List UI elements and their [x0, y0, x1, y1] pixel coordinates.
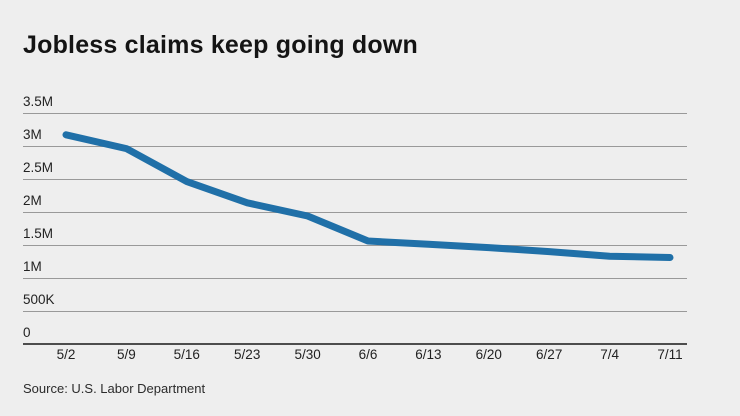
- gridline: [23, 179, 687, 180]
- gridline: [23, 113, 687, 114]
- x-tick-label: 6/20: [475, 347, 502, 362]
- y-tick-label: 2.5M: [23, 160, 54, 175]
- y-tick-label: 1.5M: [23, 226, 54, 241]
- y-tick-label: 0: [23, 325, 31, 340]
- x-tick-label: 5/9: [117, 347, 136, 362]
- y-tick-label: 2M: [23, 193, 42, 208]
- y-tick-label: 1M: [23, 259, 42, 274]
- x-tick-label: 5/2: [56, 347, 76, 362]
- source-note: Source: U.S. Labor Department: [23, 381, 206, 396]
- x-tick-label: 6/13: [415, 347, 442, 362]
- x-tick-label: 5/16: [173, 347, 200, 362]
- y-tick-label: 500K: [23, 292, 55, 307]
- gridline: [23, 245, 687, 246]
- x-tick-label: 6/27: [536, 347, 563, 362]
- y-tick-label: 3.5M: [23, 94, 54, 109]
- gridline: [23, 311, 687, 312]
- x-axis-line: [23, 342, 687, 345]
- jobless-claims-line: [62, 131, 674, 261]
- gridline: [23, 146, 687, 147]
- x-tick-label: 5/23: [234, 347, 261, 362]
- chart-title: Jobless claims keep going down: [23, 31, 418, 59]
- gridline: [23, 278, 687, 279]
- x-tick-label: 7/11: [657, 347, 683, 362]
- gridline: [23, 212, 687, 213]
- x-tick-label: 6/6: [358, 347, 378, 362]
- x-tick-label: 7/4: [600, 347, 619, 362]
- x-tick-label: 5/30: [294, 347, 321, 362]
- y-tick-label: 3M: [23, 127, 42, 142]
